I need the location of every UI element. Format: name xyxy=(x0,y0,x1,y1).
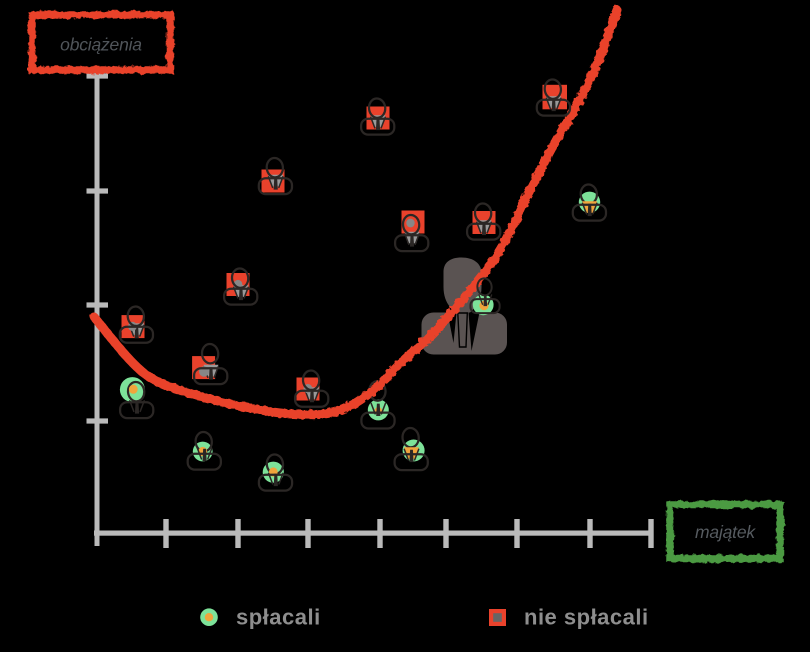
svg-text:majątek: majątek xyxy=(695,522,756,542)
svg-text:nie spłacali: nie spłacali xyxy=(524,605,649,630)
svg-text:obciążenia: obciążenia xyxy=(60,35,142,55)
svg-text:spłacali: spłacali xyxy=(236,605,321,630)
